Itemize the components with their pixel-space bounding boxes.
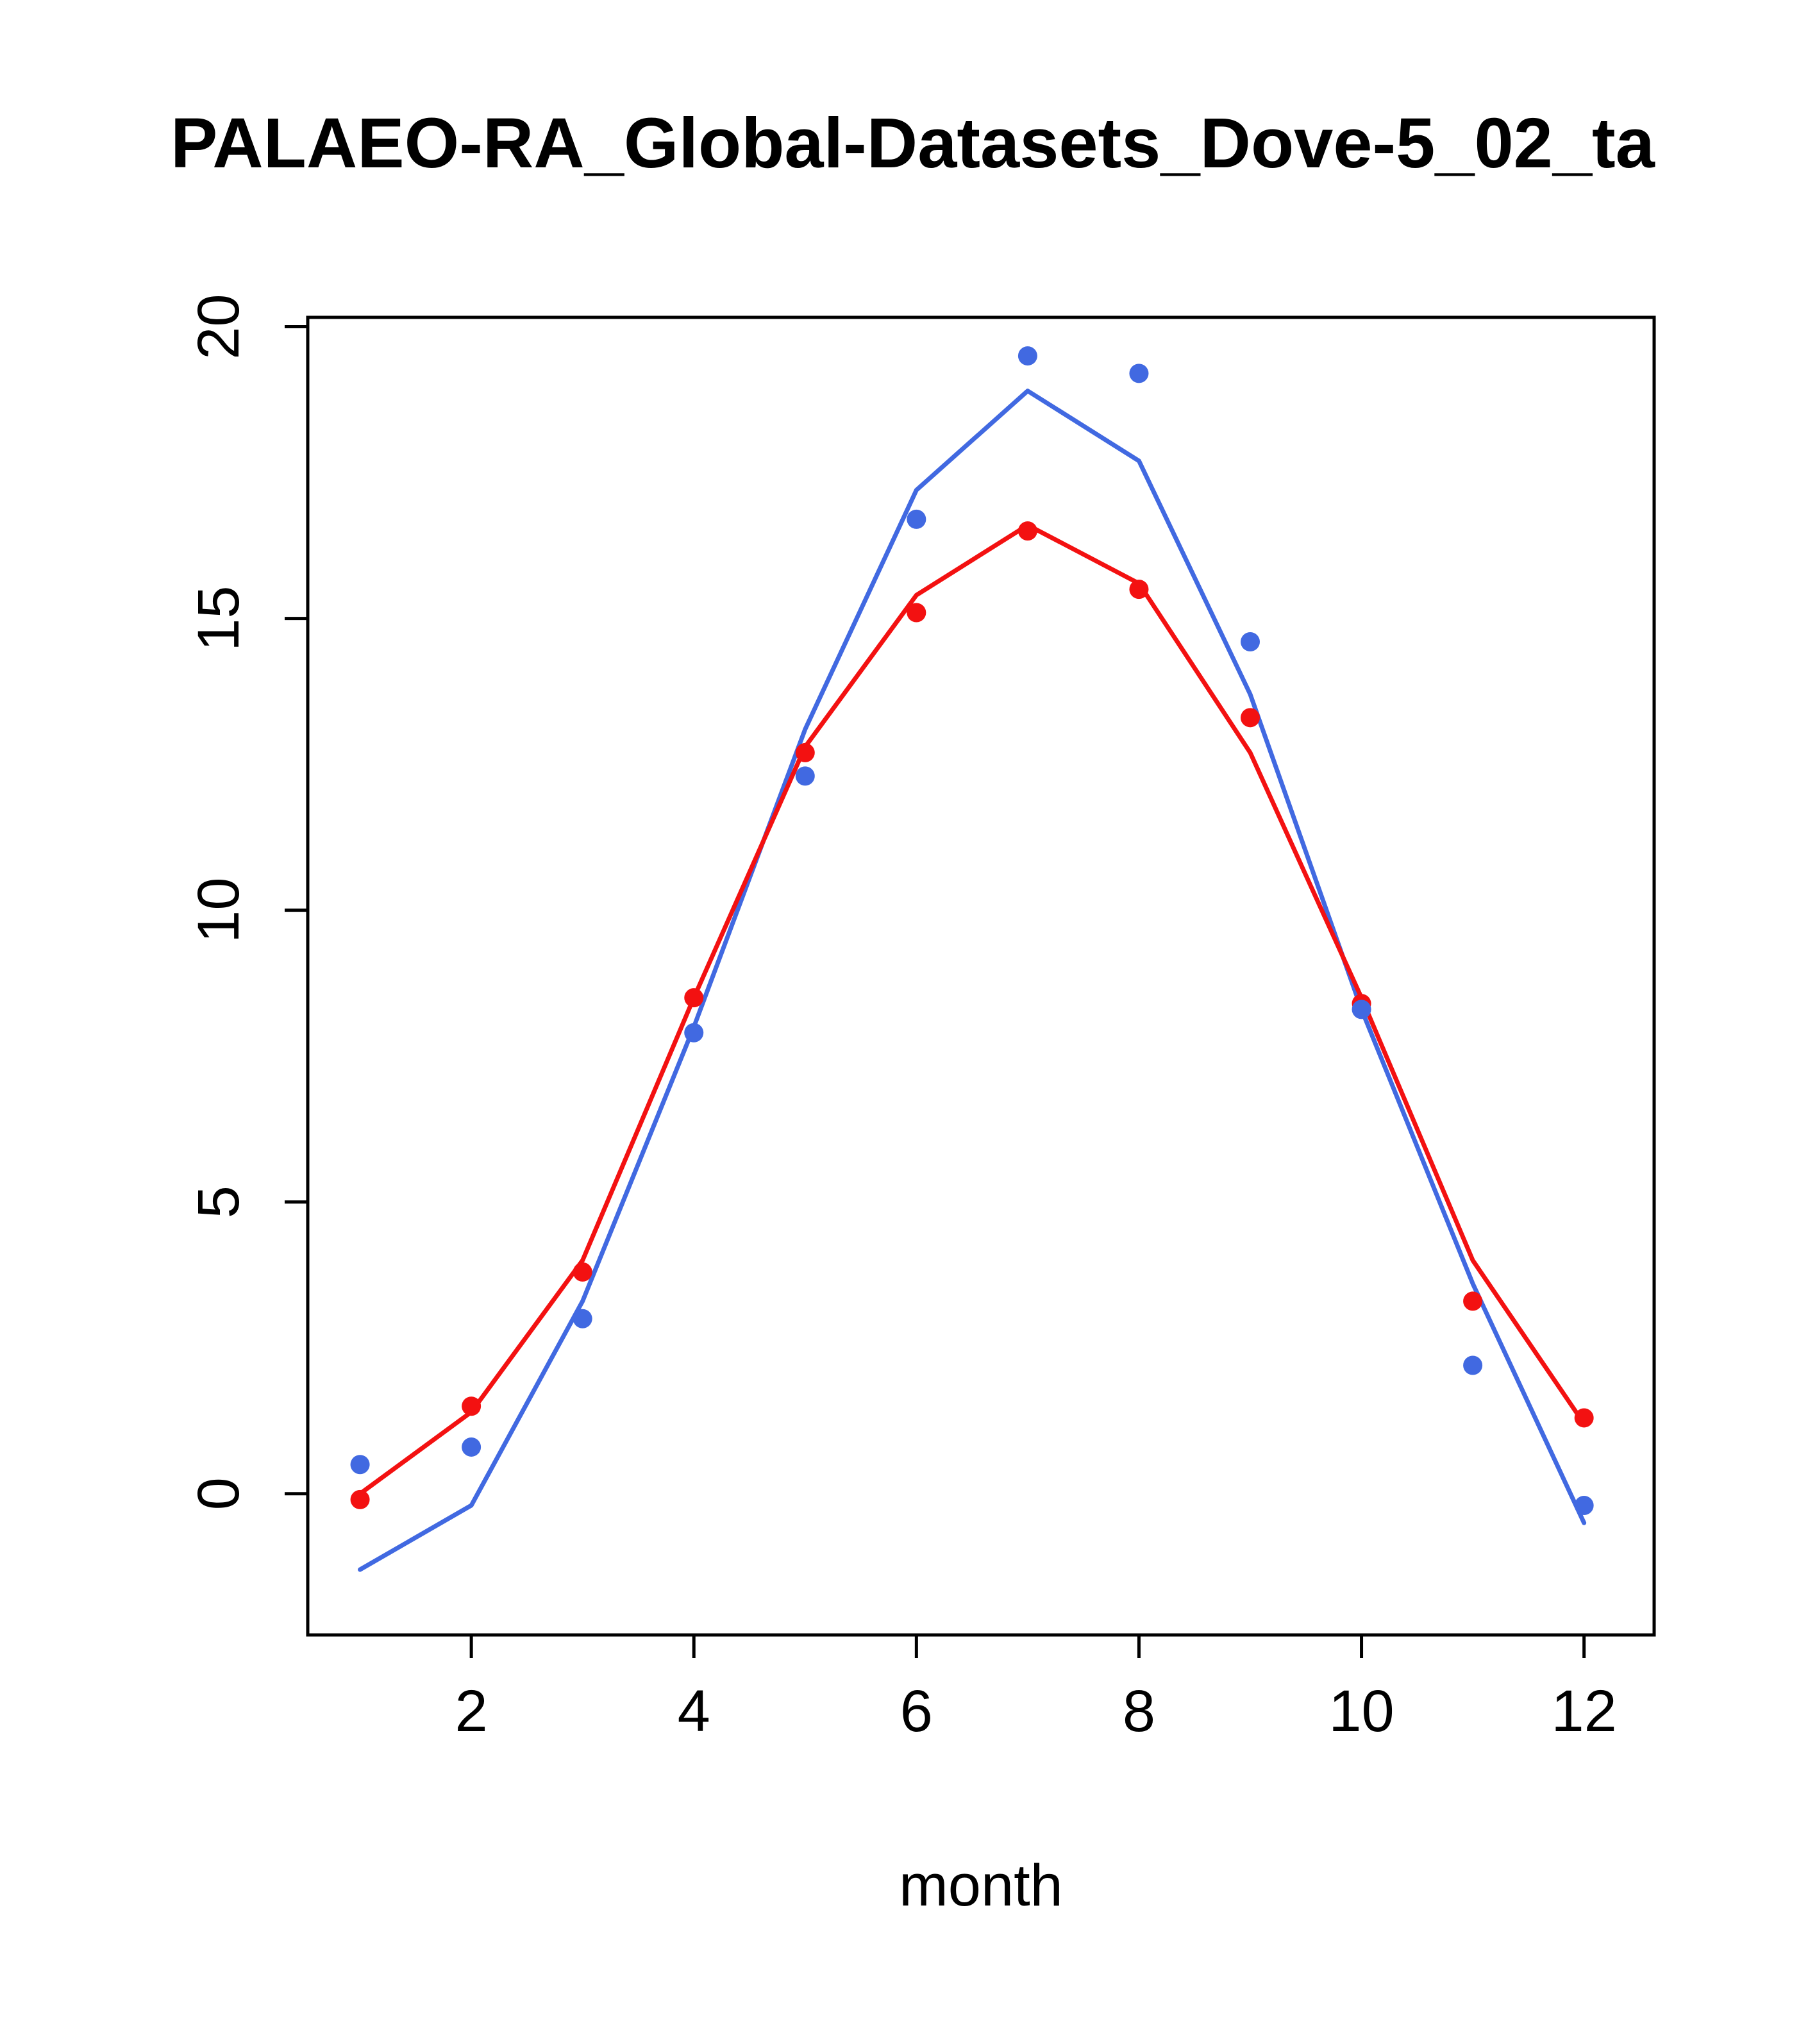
chart-title: PALAEO-RA_Global-Datasets_Dove-5_02_ta xyxy=(171,104,1655,183)
red-line-path xyxy=(358,523,1587,1496)
blue-points-marker xyxy=(795,766,815,786)
red-points-marker xyxy=(350,1489,370,1509)
blue-points-marker xyxy=(573,1309,592,1328)
red-points-marker xyxy=(1017,521,1037,541)
red-points-marker xyxy=(1241,708,1260,728)
y-tick-label: 5 xyxy=(186,1185,251,1218)
red-points-marker xyxy=(573,1262,592,1282)
x-tick-label: 10 xyxy=(1328,1679,1394,1744)
y-tick-label: 10 xyxy=(186,877,251,942)
red-points-marker xyxy=(462,1396,481,1416)
blue-points-marker xyxy=(1129,364,1149,383)
x-tick-label: 2 xyxy=(455,1679,488,1744)
red-points-marker xyxy=(1463,1291,1483,1311)
red-points-marker xyxy=(795,742,815,762)
blue-points-marker xyxy=(1463,1355,1483,1375)
y-tick-label: 15 xyxy=(186,585,251,651)
x-axis-label: month xyxy=(899,1853,1063,1918)
blue-line-path xyxy=(358,389,1587,1572)
y-tick-label: 0 xyxy=(186,1477,251,1510)
x-tick-label: 8 xyxy=(1123,1679,1155,1744)
y-tick-label: 20 xyxy=(186,294,251,359)
blue-points-marker xyxy=(684,1023,704,1043)
x-tick-label: 12 xyxy=(1551,1679,1616,1744)
blue-points-marker xyxy=(462,1437,481,1457)
blue-points-marker xyxy=(1352,1000,1371,1019)
red-points-marker xyxy=(1129,580,1149,599)
x-tick-label: 6 xyxy=(900,1679,933,1744)
plot-box xyxy=(306,315,1656,1637)
blue-points-marker xyxy=(907,509,926,529)
red-points-marker xyxy=(1574,1408,1594,1428)
blue-points-marker xyxy=(1017,346,1037,366)
red-points-marker xyxy=(907,603,926,623)
blue-points-marker xyxy=(1574,1495,1594,1515)
blue-points-marker xyxy=(1241,632,1260,652)
x-tick-label: 4 xyxy=(678,1679,710,1744)
red-points-marker xyxy=(684,988,704,1008)
blue-points-marker xyxy=(350,1455,370,1475)
